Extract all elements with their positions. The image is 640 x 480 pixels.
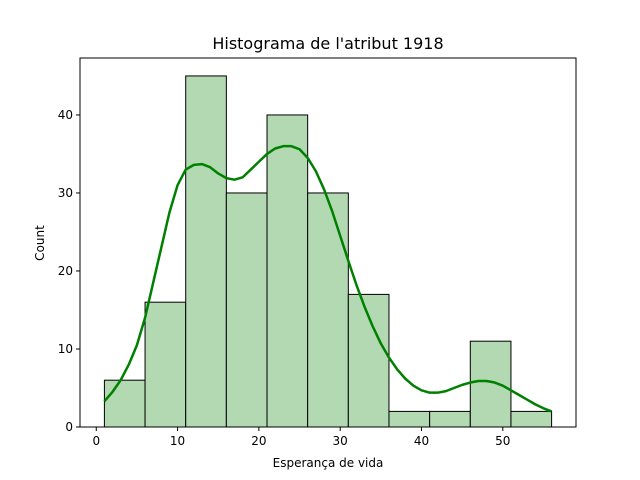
y-tick-label: 0	[65, 420, 73, 434]
histogram-bar	[307, 192, 349, 428]
histogram-bar	[429, 410, 471, 428]
y-axis-label: Count	[33, 225, 47, 261]
y-tick-label: 10	[58, 342, 73, 356]
histogram-bar	[469, 340, 512, 428]
y-tick-label: 40	[58, 108, 73, 122]
y-axis-ticks: 0 10 20 30 40	[58, 108, 80, 434]
kde-curve	[103, 144, 553, 413]
axes-frame	[79, 57, 577, 428]
histogram-bar	[185, 75, 227, 428]
x-tick-label: 50	[495, 434, 510, 448]
histogram-bar	[103, 379, 146, 428]
x-tick-label: 30	[333, 434, 348, 448]
y-tick-label: 30	[58, 186, 73, 200]
x-axis-ticks: 0 10 20 30 40 50	[92, 427, 510, 448]
x-tick-label: 40	[414, 434, 429, 448]
y-tick-label: 20	[58, 264, 73, 278]
x-axis-label: Esperança de vida	[273, 456, 384, 470]
chart-title: Histograma de l'atribut 1918	[212, 34, 443, 53]
histogram-bars	[103, 75, 553, 428]
histogram-bar	[144, 301, 187, 428]
x-tick-label: 20	[251, 434, 266, 448]
histogram-bar	[388, 410, 431, 428]
histogram-bar	[266, 114, 309, 428]
histogram-bar	[225, 192, 268, 428]
x-tick-label: 10	[170, 434, 185, 448]
x-tick-label: 0	[92, 434, 100, 448]
histogram-bar	[510, 410, 553, 428]
